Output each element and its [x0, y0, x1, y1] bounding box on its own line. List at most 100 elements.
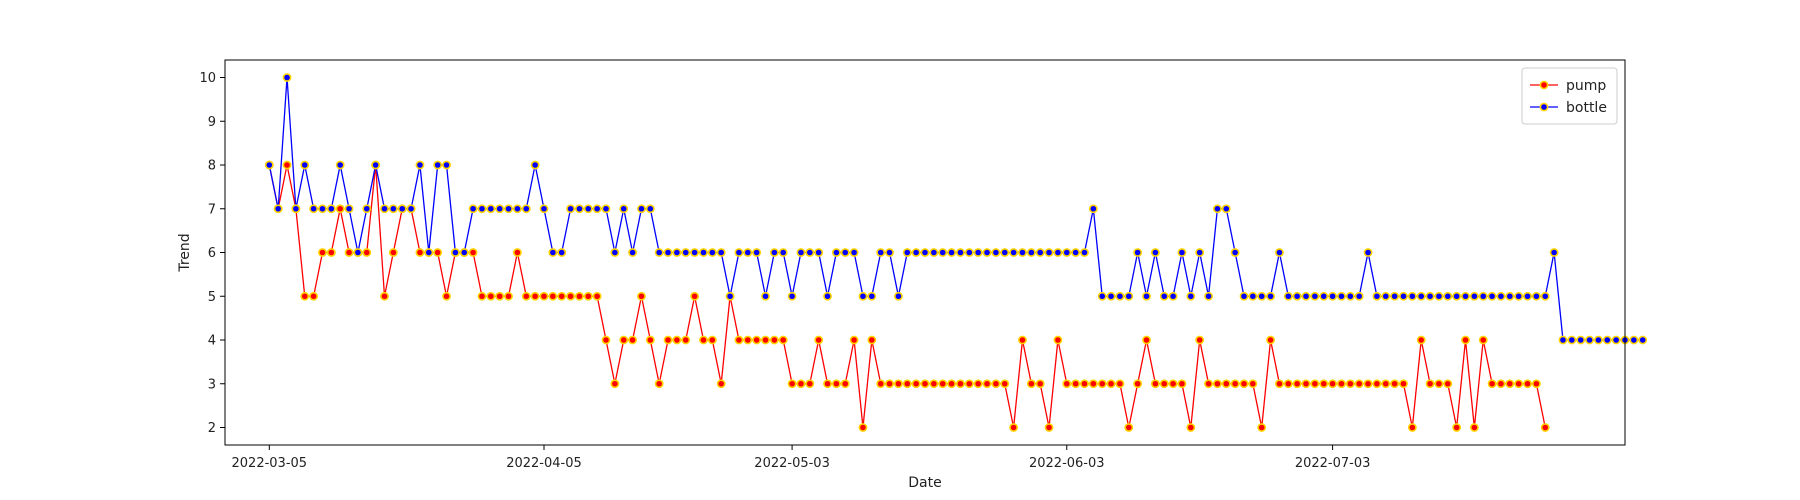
data-point-pump [1177, 379, 1187, 389]
legend-label-bottle: bottle [1566, 100, 1607, 116]
data-point-bottle [1204, 291, 1213, 301]
y-tick-label: 8 [208, 159, 216, 174]
data-point-pump [548, 291, 558, 301]
data-point-pump [1009, 423, 1019, 432]
data-point-bottle [380, 204, 389, 214]
data-point-bottle [1310, 291, 1320, 301]
data-point-bottle [1576, 335, 1586, 345]
data-point-bottle [1319, 291, 1329, 301]
data-point-bottle [309, 204, 319, 214]
data-point-pump [1452, 423, 1462, 432]
data-point-bottle [1363, 248, 1373, 257]
data-point-bottle [1053, 248, 1063, 257]
data-point-pump [956, 379, 965, 389]
data-point-pump [1390, 379, 1400, 389]
data-point-pump [1540, 423, 1550, 432]
data-point-pump [1283, 379, 1293, 389]
data-point-bottle [699, 248, 708, 257]
data-point-bottle [902, 248, 912, 257]
data-point-pump [1372, 379, 1382, 389]
data-point-pump [885, 379, 894, 389]
data-point-bottle [725, 291, 735, 301]
data-point-bottle [805, 248, 815, 257]
data-point-bottle [1159, 291, 1169, 301]
data-point-bottle [575, 204, 584, 214]
data-point-pump [1195, 335, 1205, 345]
data-point-pump [1239, 379, 1249, 389]
data-point-bottle [1469, 291, 1479, 301]
x-tick-label: 2022-07-03 [1295, 456, 1371, 471]
data-point-bottle [335, 160, 345, 170]
data-point-pump [557, 291, 567, 301]
data-point-pump [823, 379, 832, 389]
data-point-bottle [823, 291, 832, 301]
x-tick-label: 2022-04-05 [506, 456, 582, 471]
data-point-bottle [1514, 291, 1524, 301]
data-point-bottle [894, 291, 903, 301]
data-point-pump [486, 291, 496, 301]
data-point-pump [831, 379, 841, 389]
data-point-pump [1496, 379, 1506, 389]
data-point-pump [920, 379, 930, 389]
data-point-pump [1115, 379, 1125, 389]
data-point-pump [1363, 379, 1373, 389]
data-point-bottle [1106, 291, 1116, 301]
data-point-pump [300, 291, 310, 301]
data-point-bottle [1133, 248, 1143, 257]
data-point-pump [1328, 379, 1337, 389]
data-point-bottle [637, 204, 646, 214]
data-point-bottle [814, 248, 824, 257]
data-point-bottle [442, 160, 451, 170]
data-point-bottle [787, 291, 797, 301]
data-point-pump [1124, 423, 1134, 432]
data-point-pump [787, 379, 797, 389]
data-point-pump [743, 335, 753, 345]
data-point-bottle [1390, 291, 1400, 301]
data-point-pump [1434, 379, 1444, 389]
data-point-bottle [424, 248, 434, 257]
data-point-bottle [840, 248, 850, 257]
data-point-bottle [1523, 291, 1532, 301]
data-point-bottle [1629, 335, 1639, 345]
legend: pump bottle [1521, 67, 1618, 125]
data-point-pump [867, 335, 877, 345]
data-point-pump [663, 335, 673, 345]
data-point-pump [690, 291, 700, 301]
data-point-bottle [1062, 248, 1072, 257]
data-point-bottle [1416, 291, 1426, 301]
data-point-pump [1053, 335, 1063, 345]
data-point-pump [929, 379, 939, 389]
data-point-bottle [362, 204, 372, 214]
x-axis-ticks: 2022-03-05 2022-04-05 2022-05-03 2022-06-03… [232, 445, 1371, 471]
data-point-pump [1354, 379, 1364, 389]
data-point-bottle [1585, 335, 1594, 345]
data-point-bottle [1283, 291, 1293, 301]
data-point-pump [991, 379, 1001, 389]
data-point-bottle [1221, 204, 1231, 214]
data-point-pump [1168, 379, 1178, 389]
data-point-pump [477, 291, 487, 301]
data-point-bottle [566, 204, 575, 214]
data-point-bottle [1097, 291, 1107, 301]
data-point-pump [1062, 379, 1072, 389]
data-point-bottle [645, 204, 655, 214]
data-point-pump [1266, 335, 1275, 345]
x-tick-label: 2022-05-03 [754, 456, 830, 471]
data-point-pump [1399, 379, 1408, 389]
data-point-bottle [707, 248, 717, 257]
data-point-bottle [406, 204, 416, 214]
data-point-pump [530, 291, 540, 301]
data-point-pump [442, 291, 451, 301]
plot-area-frame [224, 59, 1626, 446]
data-point-pump [1248, 379, 1258, 389]
data-point-bottle [1399, 291, 1408, 301]
data-point-bottle [628, 248, 637, 257]
data-point-pump [1319, 379, 1329, 389]
data-point-pump [1257, 423, 1267, 432]
data-point-pump [1018, 335, 1027, 345]
data-point-bottle [672, 248, 682, 257]
data-point-pump [1345, 379, 1355, 389]
data-point-bottle [477, 204, 487, 214]
data-point-pump [495, 291, 505, 301]
